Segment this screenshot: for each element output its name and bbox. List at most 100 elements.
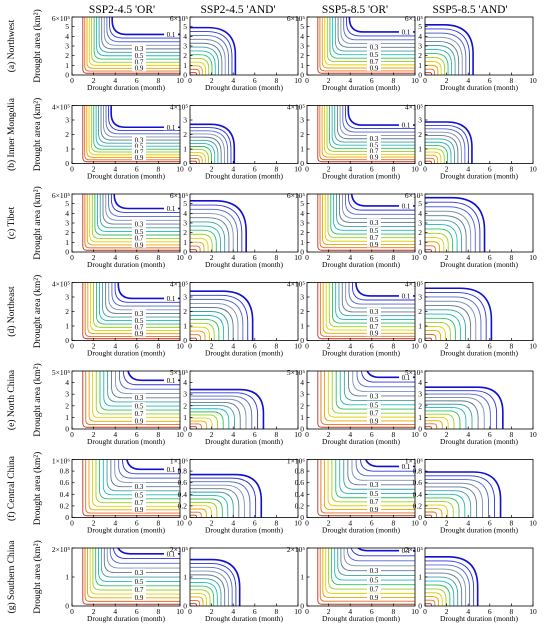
x-tick-label: 6 xyxy=(370,253,374,262)
contour-line-2 xyxy=(190,294,249,341)
contour-line-5 xyxy=(190,217,230,252)
x-tick-label: 10 xyxy=(176,342,184,351)
contour-line-4 xyxy=(342,194,415,219)
contour-line-5 xyxy=(190,488,240,518)
x-tick-label: 0 xyxy=(70,519,74,528)
x-tick-label: 4 xyxy=(466,519,470,528)
contour-label: 0.7 xyxy=(135,499,144,507)
x-tick-label: 8 xyxy=(392,430,396,439)
y-tick-label: 2 xyxy=(183,130,187,139)
y-tick-label: 0 xyxy=(183,71,187,80)
contour-label-bg xyxy=(367,57,381,65)
x-tick-label: 6 xyxy=(488,607,492,616)
x-tick-label: 10 xyxy=(529,519,537,528)
contour-line-7 xyxy=(96,17,180,57)
x-axis-label: Drought duration (month) xyxy=(322,260,400,269)
y-tick-label: 5 xyxy=(418,199,422,208)
contour-line-7 xyxy=(103,371,180,407)
y-tick-label: 0.6 xyxy=(413,478,423,487)
contour-line-2 xyxy=(425,124,469,164)
x-axis-label: Drought duration (month) xyxy=(205,172,283,181)
panel-frame xyxy=(71,459,181,518)
contour-line-4 xyxy=(343,548,415,567)
contour-label-bg xyxy=(399,201,413,209)
x-tick-label: 6 xyxy=(253,165,257,174)
y-tick-label: 3 xyxy=(418,293,422,302)
contour-line-11 xyxy=(324,371,415,422)
x-tick-label: 8 xyxy=(510,607,514,616)
contour-line-5 xyxy=(190,136,222,164)
contour-line-6 xyxy=(336,194,415,227)
x-tick-label: 2 xyxy=(327,519,331,528)
y-axis-label: Drought area (km²) xyxy=(32,9,43,83)
contour-label: 0.5 xyxy=(370,577,379,585)
x-tick-label: 0 xyxy=(70,165,74,174)
y-tick-label: 1 xyxy=(300,145,304,154)
contour-line-3 xyxy=(425,32,467,75)
contour-line-12 xyxy=(425,334,437,341)
contour-group xyxy=(317,548,415,605)
x-tick-label: 6 xyxy=(135,607,139,616)
contour-line-10 xyxy=(190,505,213,518)
contour-line-9 xyxy=(190,322,215,341)
contour-group xyxy=(190,388,265,429)
contour-line-3 xyxy=(118,459,180,479)
contour-label-bg xyxy=(399,27,413,35)
x-axis-label: Drought duration (month) xyxy=(205,349,283,358)
x-tick-label: 8 xyxy=(510,76,514,85)
y-tick-label: 0 xyxy=(300,159,304,168)
y-tick-label: 0 xyxy=(65,602,69,611)
contour-line-1 xyxy=(190,558,241,606)
contour-line-6 xyxy=(99,194,180,229)
x-tick-label: 0 xyxy=(423,519,427,528)
panel-frame xyxy=(306,193,416,253)
contour-label-bg xyxy=(367,480,381,488)
panel-4: 0 2 4 6 8 10 Drought duration (month) 0 1 2 3 4×10⁵ xyxy=(405,280,537,358)
contour-line-1 xyxy=(117,548,180,555)
contour-line-5 xyxy=(425,40,460,75)
contour-line-5 xyxy=(425,400,479,429)
y-tick-label: 2 xyxy=(183,401,187,410)
x-tick-label: 10 xyxy=(411,607,419,616)
x-tick-label: 4 xyxy=(231,342,235,351)
contour-label: 0.5 xyxy=(135,52,144,60)
contour-group xyxy=(317,194,415,251)
x-axis-label: Drought duration (month) xyxy=(440,437,518,446)
y-multiplier-label: 4×10⁵ xyxy=(405,103,423,112)
x-tick-label: 10 xyxy=(294,165,302,174)
contour-line-12 xyxy=(425,599,436,606)
y-tick-label: 0 xyxy=(183,336,187,345)
x-tick-label: 6 xyxy=(370,430,374,439)
contour-line-2 xyxy=(190,127,232,164)
contour-line-7 xyxy=(339,371,415,406)
contour-line-9 xyxy=(92,548,180,591)
x-tick-label: 0 xyxy=(188,253,192,262)
contour-label-bg xyxy=(132,568,146,576)
y-tick-label: 1 xyxy=(300,238,304,247)
contour-line-9 xyxy=(326,105,415,152)
contour-line-12 xyxy=(85,371,180,426)
contour-line-1 xyxy=(190,473,263,518)
x-tick-label: 4 xyxy=(348,76,352,85)
x-tick-label: 10 xyxy=(529,165,537,174)
x-tick-label: 4 xyxy=(231,165,235,174)
x-tick-label: 10 xyxy=(294,430,302,439)
contour-label: 0.9 xyxy=(135,65,144,73)
x-axis-label: Drought duration (month) xyxy=(440,349,518,358)
x-tick-label: 4 xyxy=(348,253,352,262)
contour-label: 0.3 xyxy=(135,220,144,228)
x-tick-label: 2 xyxy=(210,76,214,85)
contour-label: 0.1 xyxy=(167,550,176,558)
contour-line-6 xyxy=(425,45,456,75)
contour-line-8 xyxy=(425,145,449,164)
contour-line-10 xyxy=(190,326,211,341)
contour-line-9 xyxy=(90,105,180,153)
y-tick-label: 5 xyxy=(418,22,422,31)
x-tick-label: 0 xyxy=(423,430,427,439)
contour-line-4 xyxy=(115,371,180,394)
contour-line-8 xyxy=(93,105,180,150)
x-tick-label: 10 xyxy=(294,342,302,351)
contour-line-8 xyxy=(93,17,180,60)
contour-line-2 xyxy=(122,459,180,475)
